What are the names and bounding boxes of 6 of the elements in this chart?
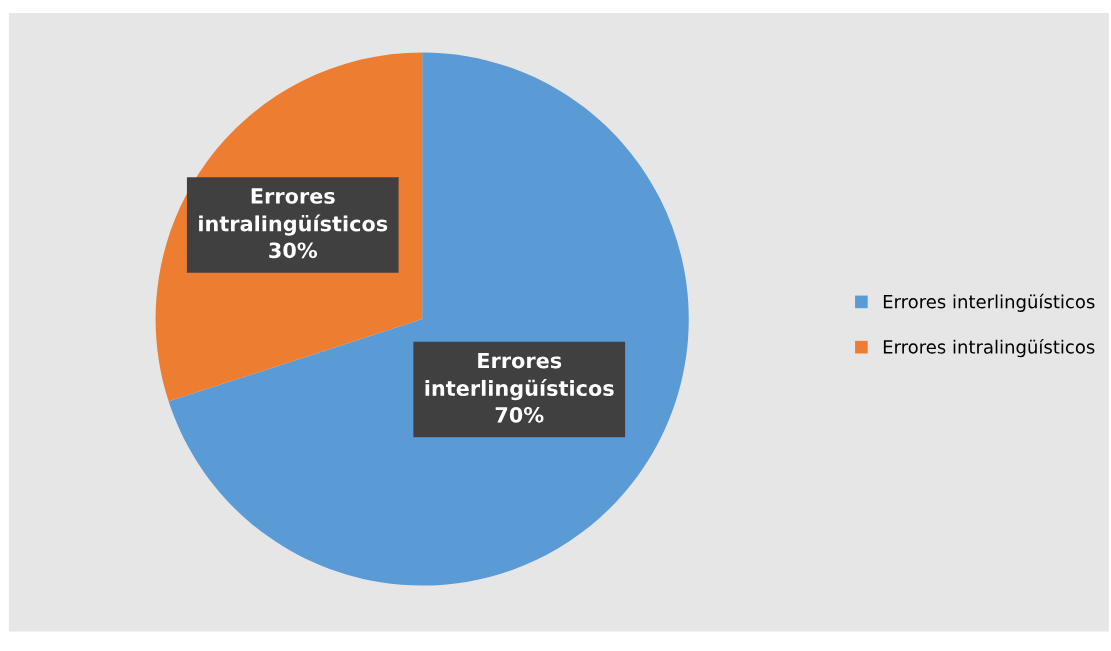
legend-label: Errores intralingüísticos: [883, 339, 1095, 358]
data-label: 30%: [269, 242, 318, 259]
data-label: 70%: [495, 406, 544, 423]
slice-label: Errores intralingüísticos: [199, 188, 388, 236]
slice-label: Errores interlingüísticos: [425, 352, 614, 401]
legend-label: Errores interlingüísticos: [883, 293, 1095, 312]
